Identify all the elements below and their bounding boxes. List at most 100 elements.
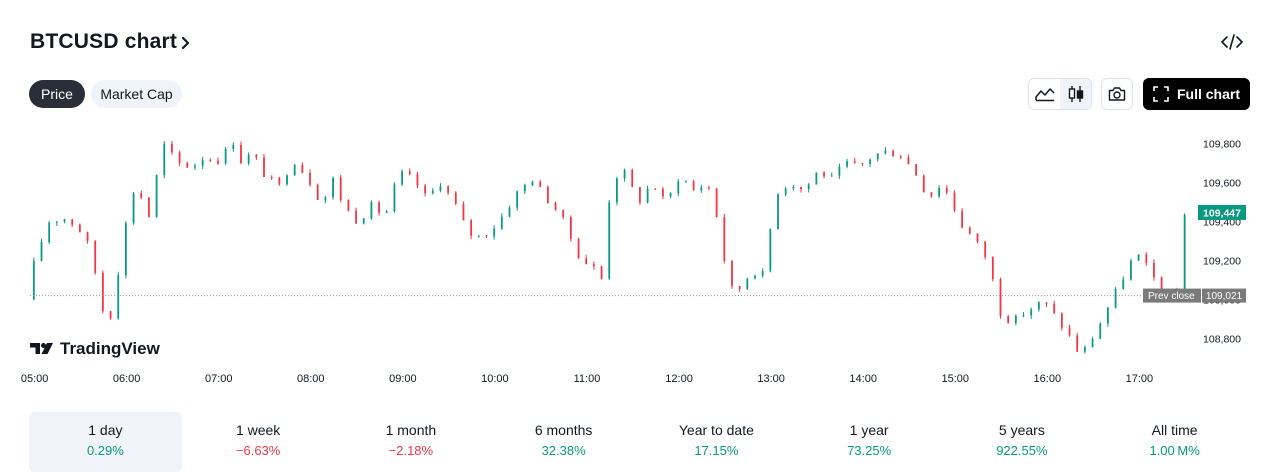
candle-body [439, 186, 442, 191]
period-change: 73.25% [847, 443, 892, 458]
period-tab[interactable]: All time 1.00 M% [1098, 412, 1251, 472]
period-change: 922.55% [996, 443, 1048, 458]
y-tick-label: 108,800 [1203, 334, 1241, 346]
candle-body [953, 192, 956, 211]
candle-body [1083, 347, 1086, 352]
candle-body [577, 238, 580, 259]
candle-body [1130, 260, 1132, 280]
x-tick-label: 10:00 [481, 373, 509, 385]
candle-body [209, 160, 212, 162]
candle-body [393, 184, 396, 212]
candle-body [738, 285, 741, 290]
x-tick-label: 05:00 [21, 373, 49, 385]
candle-body [301, 164, 304, 173]
candle-body [431, 190, 434, 194]
candle-body [194, 165, 196, 168]
y-tick-label: 109,800 [1203, 139, 1241, 151]
candle-body [86, 232, 89, 241]
period-label: 1 month [385, 422, 437, 438]
area-chart-button[interactable] [1029, 79, 1060, 109]
candle-body [1045, 302, 1048, 304]
candle-body [815, 172, 818, 185]
period-label: 5 years [998, 422, 1045, 438]
candle-body [961, 210, 964, 228]
candle-body [55, 221, 58, 223]
candle-body [654, 188, 657, 190]
candle-body [1037, 302, 1040, 310]
chevron-right-icon [181, 36, 190, 50]
candles-chart-button[interactable] [1060, 79, 1091, 109]
price-chart[interactable]: 108,800109,000109,200109,400109,600109,8… [0, 120, 1280, 392]
price-toggle-button[interactable]: Price [29, 80, 85, 108]
camera-icon [1108, 87, 1126, 101]
candle-body [662, 188, 664, 197]
candle-body [1091, 338, 1094, 348]
candle-body [247, 154, 250, 164]
candle-body [677, 181, 680, 194]
market-cap-toggle-button[interactable]: Market Cap [91, 80, 182, 108]
candle-body [585, 258, 588, 265]
candle-body [63, 219, 66, 222]
candle-body [884, 150, 887, 154]
candle-body [232, 144, 235, 149]
x-tick-label: 07:00 [205, 373, 233, 385]
candle-body [631, 169, 634, 188]
tradingview-logo: TradingView [30, 339, 161, 358]
full-chart-button[interactable]: Full chart [1143, 78, 1250, 110]
candle-body [554, 202, 557, 210]
candle-body [48, 222, 51, 242]
period-change: 1.00 M% [1149, 443, 1200, 458]
candle-body [968, 227, 971, 234]
period-change: −6.63% [235, 443, 281, 458]
candle-body [378, 202, 380, 213]
period-label: 1 week [235, 422, 281, 438]
tradingview-logo-icon [30, 343, 53, 354]
last-price: 109,447 [1203, 207, 1241, 219]
candle-body [915, 164, 918, 176]
candle-body [853, 161, 856, 163]
candle-body [876, 153, 879, 160]
chart-style-group [1028, 78, 1092, 110]
period-tab[interactable]: 1 week −6.63% [182, 412, 335, 472]
candle-body [646, 188, 649, 203]
candle-body [385, 211, 388, 213]
candle-body [332, 177, 334, 198]
candle-body [101, 272, 104, 312]
x-tick-label: 12:00 [665, 373, 693, 385]
candle-body [178, 152, 181, 163]
candle-body [608, 202, 611, 279]
candle-body [347, 200, 350, 211]
candle-body [500, 216, 503, 229]
candle-body [907, 157, 910, 165]
prev-close-price-tag [1202, 288, 1246, 303]
candle-body [171, 143, 173, 153]
period-tab[interactable]: 5 years 922.55% [946, 412, 1099, 472]
fullscreen-icon [1153, 86, 1169, 102]
candle-body [1153, 262, 1155, 278]
candle-body [723, 217, 726, 262]
candle-body [692, 181, 695, 191]
candle-body [600, 266, 603, 279]
candle-body [999, 279, 1002, 317]
candle-body [1107, 307, 1109, 324]
period-label: 1 year [849, 422, 889, 438]
period-tab[interactable]: 1 year 73.25% [793, 412, 946, 472]
period-tab[interactable]: 6 months 32.38% [487, 412, 640, 472]
period-label: 1 day [88, 422, 123, 438]
candle-body [861, 162, 864, 164]
candle-body [777, 194, 779, 229]
candle-body [938, 187, 941, 197]
candle-body [362, 218, 365, 224]
period-tab[interactable]: Year to date 17.15% [640, 412, 793, 472]
candle-body [546, 186, 549, 203]
snapshot-button[interactable] [1101, 78, 1133, 110]
chart-title-link[interactable]: BTCUSD chart [30, 30, 191, 54]
candle-body [562, 209, 565, 218]
candle-body [424, 185, 427, 194]
candle-body [324, 197, 327, 200]
candle-body [186, 162, 189, 168]
code-embed-icon[interactable] [1220, 32, 1244, 52]
x-tick-label: 15:00 [941, 373, 969, 385]
period-tab[interactable]: 1 month −2.18% [335, 412, 488, 472]
period-tab[interactable]: 1 day 0.29% [29, 412, 182, 472]
